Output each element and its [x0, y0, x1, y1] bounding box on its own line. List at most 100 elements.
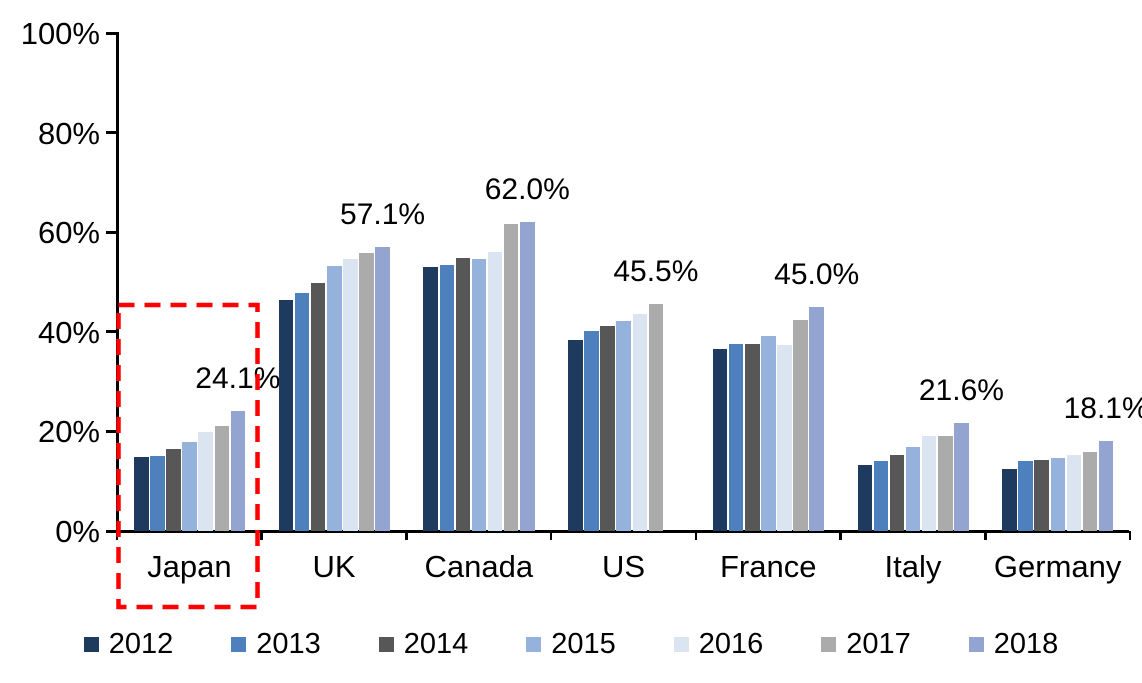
legend-label: 2014 [403, 628, 469, 660]
legend-item-2016: 2016 [673, 628, 764, 660]
data-label-us: 45.5% [613, 255, 699, 289]
bar-2016-france [777, 345, 792, 531]
legend-item-2015: 2015 [526, 630, 616, 659]
x-axis [105, 529, 1129, 533]
y-tick-label: 60% [37, 215, 100, 251]
category-label-japan: Japan [147, 549, 232, 584]
y-axis [115, 31, 119, 531]
legend-swatch-icon [968, 637, 984, 652]
bar-2014-france [745, 344, 760, 531]
y-tick-mark [105, 230, 116, 234]
data-label-france: 45.0% [774, 257, 860, 291]
x-tick-mark [694, 531, 698, 540]
bar-2014-canada [455, 257, 471, 531]
y-tick-label: 20% [37, 414, 100, 450]
y-tick-mark [105, 31, 116, 35]
bar-2015-italy [905, 447, 921, 531]
x-tick-mark [1128, 531, 1132, 540]
bar-2015-canada [471, 259, 487, 531]
y-tick-label: 80% [37, 115, 100, 151]
legend-item-2017: 2017 [821, 630, 911, 659]
data-label-germany: 18.1% [1063, 391, 1142, 425]
y-tick-mark [105, 330, 116, 334]
legend-swatch-icon [673, 637, 689, 652]
bar-2017-italy [938, 435, 953, 531]
x-tick-mark [115, 531, 119, 540]
bar-2016-germany [1066, 455, 1082, 531]
legend-item-2018: 2018 [968, 628, 1059, 660]
bar-2012-uk [278, 299, 294, 531]
bar-2013-italy [873, 460, 889, 531]
x-tick-mark [405, 531, 408, 540]
category-label-canada: Canada [424, 549, 534, 584]
bar-2012-japan [134, 457, 149, 531]
category-label-us: US [601, 549, 646, 584]
bar-2017-us [648, 304, 664, 531]
y-tick-label: 0% [55, 514, 100, 549]
bar-2017-canada [503, 223, 519, 531]
x-tick-mark [549, 531, 553, 540]
data-label-uk: 57.1% [340, 197, 426, 231]
legend-label: 2012 [108, 628, 174, 660]
legend: 2012 2013 2014 2015 2016 2017 2018 [0, 630, 1142, 659]
bar-2014-germany [1034, 459, 1049, 531]
bar-2016-italy [921, 436, 937, 531]
category-label-uk: UK [312, 549, 356, 584]
bar-2014-italy [889, 455, 905, 531]
bar-2017-japan [214, 425, 229, 531]
legend-label: 2018 [993, 628, 1059, 660]
y-tick-mark [105, 131, 116, 135]
data-label-italy: 21.6% [918, 374, 1004, 408]
bar-2013-japan [150, 456, 165, 531]
bar-2013-france [728, 343, 744, 531]
legend-item-2014: 2014 [378, 628, 469, 660]
legend-label: 2013 [256, 628, 321, 660]
bar-2012-germany [1002, 468, 1017, 531]
x-tick-mark [984, 531, 987, 540]
legend-swatch-icon [526, 637, 542, 652]
y-tick-label: 100% [20, 16, 100, 51]
bar-2015-japan [182, 441, 197, 531]
legend-label: 2017 [846, 628, 911, 660]
bar-2014-uk [310, 282, 326, 531]
y-tick-label: 40% [37, 314, 100, 350]
bar-2015-uk [327, 266, 342, 531]
legend-swatch-icon [378, 637, 394, 652]
legend-swatch-icon [83, 637, 99, 652]
bar-2016-us [632, 314, 648, 531]
legend-label: 2015 [551, 628, 616, 660]
bar-2017-germany [1082, 452, 1098, 531]
bar-2014-japan [166, 448, 181, 531]
bar-2018-germany [1098, 440, 1114, 531]
bar-2017-france [793, 319, 808, 531]
category-label-italy: Italy [884, 549, 942, 584]
category-label-germany: Germany [993, 549, 1122, 584]
bar-2016-canada [487, 251, 503, 531]
bar-2016-uk [343, 258, 358, 531]
legend-label: 2016 [698, 628, 764, 660]
data-label-japan: 24.1% [195, 361, 281, 395]
bar-2015-us [616, 320, 631, 531]
bar-2018-italy [954, 423, 969, 531]
legend-item-2012: 2012 [83, 628, 174, 660]
bar-2015-germany [1050, 457, 1066, 531]
bar-2012-us [568, 339, 583, 531]
bar-2015-france [761, 335, 776, 531]
bar-2012-italy [857, 465, 873, 531]
x-tick-mark [260, 531, 263, 540]
bar-2018-canada [520, 222, 535, 531]
legend-item-2013: 2013 [231, 630, 321, 659]
bar-2018-japan [230, 410, 246, 531]
bar-2013-germany [1018, 461, 1033, 531]
data-label-canada: 62.0% [484, 173, 570, 207]
bar-2012-canada [423, 267, 438, 531]
bar-2018-uk [375, 246, 390, 531]
bar-2013-canada [439, 265, 455, 531]
category-label-france: France [719, 549, 817, 584]
x-tick-mark [839, 531, 842, 540]
bar-2013-uk [294, 292, 310, 531]
bar-2018-france [809, 306, 824, 531]
bar-2014-us [600, 326, 615, 531]
bar-2016-japan [198, 432, 213, 531]
